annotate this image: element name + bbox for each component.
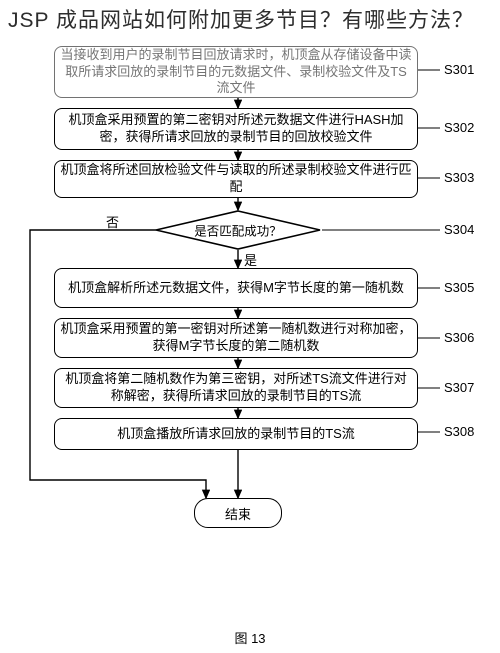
step-label-s304: S304 bbox=[444, 222, 474, 237]
branch-yes: 是 bbox=[244, 250, 257, 269]
step-text: 机顶盒将第二随机数作为第三密钥，对所述TS流文件进行对称解密，获得所请求回放的录… bbox=[60, 371, 412, 404]
step-s307: 机顶盒将第二随机数作为第三密钥，对所述TS流文件进行对称解密，获得所请求回放的录… bbox=[54, 368, 418, 408]
step-text: 机顶盒播放所请求回放的录制节目的TS流 bbox=[117, 426, 355, 443]
step-text: 当接收到用户的录制节目回放请求时，机顶盒从存储设备中读取所请求回放的录制节目的元… bbox=[60, 47, 412, 97]
step-label-s302: S302 bbox=[444, 120, 474, 135]
end-node: 结束 bbox=[194, 498, 282, 528]
step-s302: 机顶盒采用预置的第二密钥对所述元数据文件进行HASH加密，获得所请求回放的录制节… bbox=[54, 108, 418, 150]
step-label-s306: S306 bbox=[444, 330, 474, 345]
decision-s304: 是否匹配成功？ bbox=[154, 210, 322, 250]
step-s301: 当接收到用户的录制节目回放请求时，机顶盒从存储设备中读取所请求回放的录制节目的元… bbox=[54, 46, 418, 98]
end-text: 结束 bbox=[225, 504, 251, 523]
step-s308: 机顶盒播放所请求回放的录制节目的TS流 bbox=[54, 418, 418, 450]
page-title: JSP 成品网站如何附加更多节目？有哪些方法？ bbox=[0, 0, 500, 37]
decision-text: 是否匹配成功？ bbox=[194, 221, 282, 240]
step-text: 机顶盒采用预置的第二密钥对所述元数据文件进行HASH加密，获得所请求回放的录制节… bbox=[60, 112, 412, 145]
branch-no: 否 bbox=[106, 212, 119, 231]
step-label-s305: S305 bbox=[444, 280, 474, 295]
figure-caption: 图 13 bbox=[234, 628, 265, 647]
step-s305: 机顶盒解析所述元数据文件，获得M字节长度的第一随机数 bbox=[54, 268, 418, 308]
step-text: 机顶盒采用预置的第一密钥对所述第一随机数进行对称加密，获得M字节长度的第二随机数 bbox=[60, 321, 412, 354]
step-s303: 机顶盒将所述回放检验文件与读取的所述录制校验文件进行匹配 bbox=[54, 160, 418, 198]
step-label-s308: S308 bbox=[444, 424, 474, 439]
step-s306: 机顶盒采用预置的第一密钥对所述第一随机数进行对称加密，获得M字节长度的第二随机数 bbox=[54, 318, 418, 358]
step-label-s301: S301 bbox=[444, 62, 474, 77]
step-text: 机顶盒解析所述元数据文件，获得M字节长度的第一随机数 bbox=[68, 280, 404, 297]
flowchart: 当接收到用户的录制节目回放请求时，机顶盒从存储设备中读取所请求回放的录制节目的元… bbox=[0, 50, 500, 620]
step-label-s307: S307 bbox=[444, 380, 474, 395]
step-label-s303: S303 bbox=[444, 170, 474, 185]
step-text: 机顶盒将所述回放检验文件与读取的所述录制校验文件进行匹配 bbox=[60, 162, 412, 195]
